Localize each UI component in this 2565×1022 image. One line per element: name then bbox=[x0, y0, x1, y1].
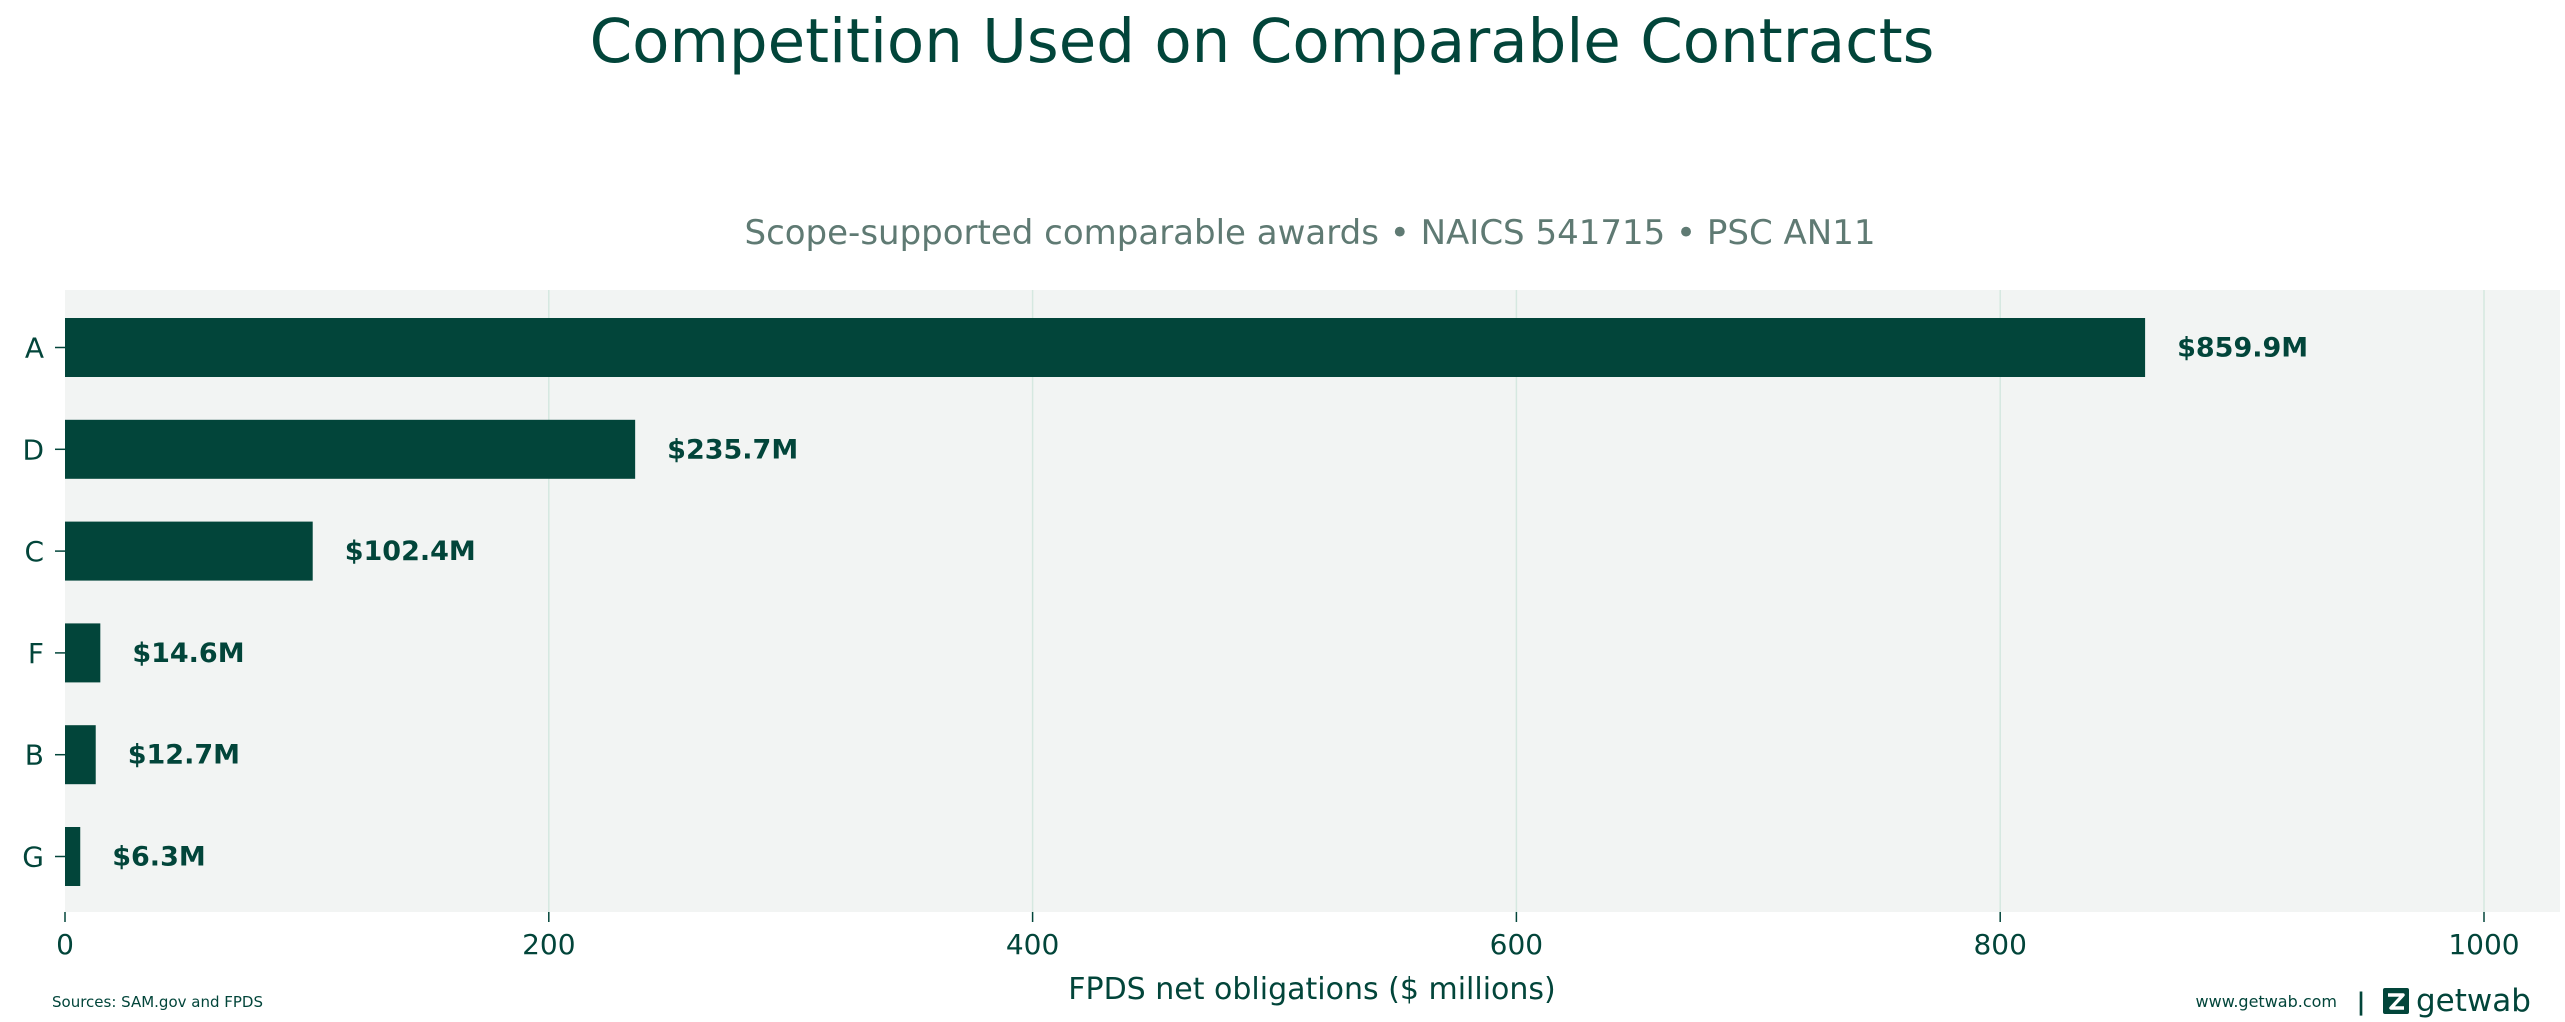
bar-value-labels: $859.9M $235.7M $102.4M $14.6M $12.7M $6.3M bbox=[112, 333, 2308, 873]
plot-area bbox=[65, 290, 2560, 912]
x-tick-label: 1000 bbox=[2448, 928, 2519, 961]
x-axis-label: FPDS net obligations ($ millions) bbox=[1068, 972, 1556, 1007]
x-tick-label: 200 bbox=[522, 928, 575, 961]
bar-value-label: $102.4M bbox=[345, 536, 476, 567]
chart-subtitle: Scope-supported comparable awards • NAIC… bbox=[744, 213, 1875, 253]
chart-title: Competition Used on Comparable Contracts bbox=[590, 6, 1935, 77]
y-tick-label: D bbox=[22, 433, 44, 466]
bar bbox=[65, 419, 636, 479]
x-tick-label: 0 bbox=[56, 928, 74, 961]
bar bbox=[65, 521, 313, 581]
bar bbox=[65, 827, 81, 886]
y-tick-label: C bbox=[24, 535, 44, 568]
y-tick-label: F bbox=[28, 637, 44, 670]
footer-separator: | bbox=[2357, 988, 2366, 1016]
bar-value-label: $6.3M bbox=[112, 842, 206, 873]
x-tick-label: 400 bbox=[1006, 928, 1059, 961]
footer-source: Sources: SAM.gov and FPDS bbox=[52, 993, 263, 1011]
x-tick-label: 600 bbox=[1490, 928, 1543, 961]
x-axis: 0 200 400 600 800 1000 bbox=[56, 912, 2520, 961]
y-tick-label: G bbox=[22, 841, 44, 874]
bar bbox=[65, 623, 101, 683]
bar-value-label: $235.7M bbox=[667, 434, 798, 465]
x-tick-label: 800 bbox=[1973, 928, 2026, 961]
footer-brand: getwab bbox=[2416, 983, 2531, 1019]
bar bbox=[65, 318, 2146, 377]
bar-value-label: $859.9M bbox=[2177, 333, 2308, 364]
bar bbox=[65, 725, 96, 785]
bars bbox=[65, 318, 2146, 886]
y-axis: A D C F B G bbox=[22, 332, 65, 874]
y-tick-label: A bbox=[25, 332, 44, 365]
bar-value-label: $12.7M bbox=[128, 740, 240, 771]
bar-value-label: $14.6M bbox=[132, 638, 244, 669]
grid-lines bbox=[548, 290, 2485, 912]
getwab-logo-icon bbox=[2383, 988, 2409, 1014]
footer-website: www.getwab.com bbox=[2196, 992, 2337, 1011]
y-tick-label: B bbox=[25, 739, 44, 772]
